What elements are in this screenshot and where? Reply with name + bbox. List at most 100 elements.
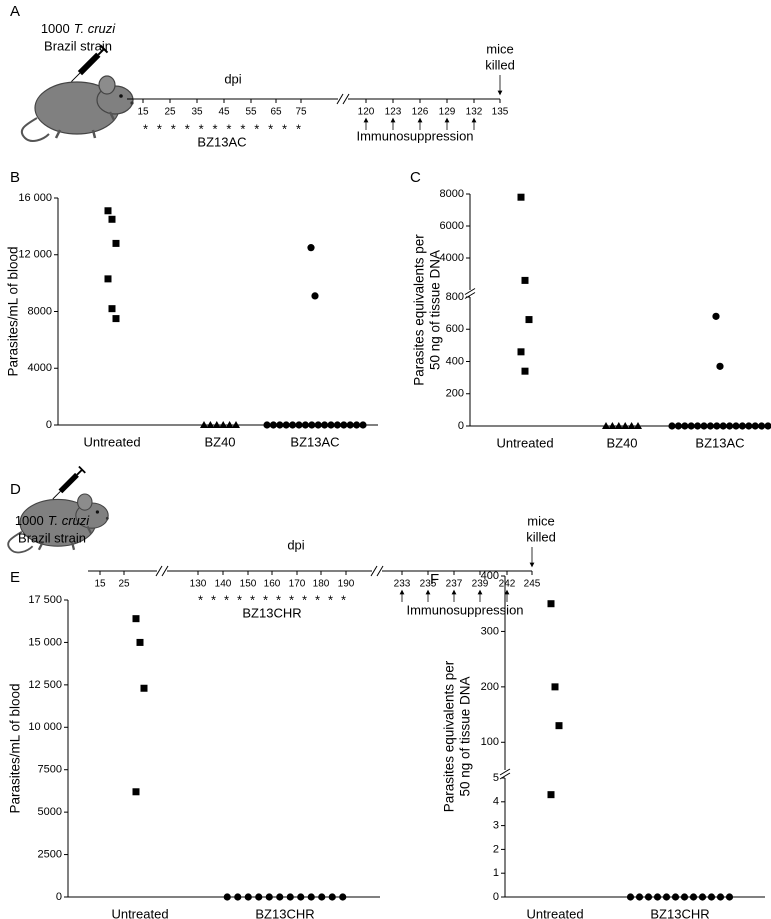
day-label: 180 <box>313 579 330 590</box>
data-point <box>668 422 676 430</box>
endpoint-label: mice <box>527 513 554 528</box>
data-point <box>219 421 228 428</box>
day-label: 45 <box>218 107 230 118</box>
data-point <box>359 421 367 429</box>
data-point <box>289 421 297 429</box>
timeline-axis-label: dpi <box>287 537 304 552</box>
axis-break <box>464 292 476 299</box>
data-point <box>547 600 555 608</box>
axis-break <box>155 565 163 577</box>
day-label: 150 <box>240 579 257 590</box>
day-label: 239 <box>472 579 489 590</box>
data-point <box>758 422 766 430</box>
data-point <box>132 788 140 796</box>
y-tick-label: 400 <box>481 570 499 582</box>
y-tick-label: 12 500 <box>28 679 62 691</box>
data-point <box>223 893 231 901</box>
y-tick-label: 5000 <box>38 806 62 818</box>
data-point <box>662 893 671 901</box>
data-point <box>653 893 662 901</box>
y-tick-label: 5 <box>493 772 499 784</box>
y-tick-label: 15 000 <box>28 636 62 648</box>
data-point <box>517 348 525 356</box>
y-axis-title: Parasites equivalents per <box>442 660 457 812</box>
y-axis-title: Parasites/mL of blood <box>6 246 21 376</box>
day-label: 25 <box>164 107 176 118</box>
x-tick-label: Untreated <box>111 906 168 919</box>
data-point <box>713 422 721 430</box>
y-tick-label: 4000 <box>28 362 52 374</box>
data-point <box>644 893 653 901</box>
data-point <box>104 207 112 215</box>
data-point <box>318 893 326 901</box>
data-point <box>255 893 263 901</box>
y-tick-label: 2 <box>493 843 499 855</box>
data-point <box>244 893 252 901</box>
data-point <box>112 315 120 323</box>
data-point <box>108 215 116 223</box>
y-tick-label: 1 <box>493 867 499 879</box>
y-tick-label: 7500 <box>38 764 62 776</box>
treatment-label: BZ13AC <box>197 134 246 149</box>
data-point <box>108 305 116 313</box>
data-point <box>263 421 271 429</box>
y-tick-label: 0 <box>458 420 464 432</box>
day-label: 55 <box>245 107 257 118</box>
data-point <box>621 422 630 429</box>
data-point <box>726 422 734 430</box>
strain-label: Brazil strain <box>18 530 86 545</box>
axis-break <box>161 565 169 577</box>
data-point <box>634 422 642 429</box>
data-point <box>680 893 689 901</box>
data-point <box>602 422 610 429</box>
panel-label: C <box>410 169 421 186</box>
data-point <box>200 421 208 428</box>
day-label: 233 <box>394 579 411 590</box>
day-label: 235 <box>420 579 437 590</box>
data-point <box>308 421 316 429</box>
x-tick-label: BZ13AC <box>290 434 339 449</box>
parasite-name: T. cruzi <box>48 513 91 528</box>
y-tick-label: 0 <box>56 891 62 903</box>
y-tick-label: 300 <box>481 625 499 637</box>
data-point <box>276 893 284 901</box>
data-point <box>225 421 234 428</box>
y-tick-label: 400 <box>446 355 464 367</box>
data-point <box>136 638 144 646</box>
y-axis-title: Parasites/mL of blood <box>8 683 23 813</box>
data-point <box>346 421 354 429</box>
data-point <box>340 421 348 429</box>
day-label: 190 <box>338 579 355 590</box>
y-tick-label: 17 500 <box>28 594 62 606</box>
axis-break <box>499 768 511 776</box>
data-point <box>521 276 529 284</box>
immunosuppression-label: Immunosuppression <box>356 128 473 143</box>
day-label: 130 <box>190 579 207 590</box>
data-point <box>716 893 725 901</box>
axis-break <box>499 772 511 780</box>
inoculum-label: 1000 T. cruzi <box>15 513 90 528</box>
y-tick-label: 8000 <box>28 305 52 317</box>
data-point <box>671 893 680 901</box>
day-label: 237 <box>446 579 463 590</box>
data-point <box>521 367 529 375</box>
y-tick-label: 200 <box>446 388 464 400</box>
y-tick-label: 8000 <box>440 188 464 200</box>
data-point <box>551 683 559 691</box>
y-tick-label: 100 <box>481 736 499 748</box>
data-point <box>286 893 294 901</box>
data-point <box>719 422 727 430</box>
data-point <box>307 244 315 252</box>
x-tick-label: Untreated <box>526 906 583 919</box>
data-point <box>635 893 644 901</box>
data-point <box>706 422 715 430</box>
y-tick-label: 4 <box>493 796 499 808</box>
data-point <box>712 312 720 320</box>
axis-break <box>464 288 476 295</box>
x-tick-label: Untreated <box>496 435 553 450</box>
data-point <box>297 893 305 901</box>
data-point <box>276 421 284 429</box>
y-tick-label: 10 000 <box>28 721 62 733</box>
y-tick-label: 800 <box>446 291 464 303</box>
data-point <box>732 422 740 430</box>
